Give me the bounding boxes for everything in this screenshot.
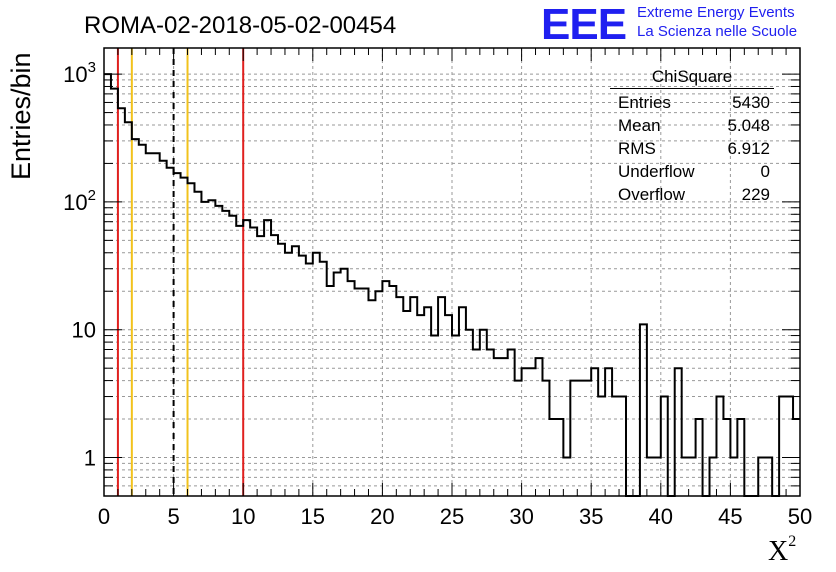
vertical-reference-lines [116,48,245,496]
x-tick-label: 10 [231,504,255,529]
stats-row-entries: Entries 5430 [610,91,774,114]
x-tick-label: 15 [301,504,325,529]
y-tick-label: 103 [63,59,96,87]
x-tick-label: 35 [579,504,603,529]
x-tick-label: 30 [509,504,533,529]
axis-ticks [103,48,801,496]
x-tick-label: 45 [718,504,742,529]
y-axis-label: Entries/bin [6,52,36,180]
x-tick-label: 0 [98,504,110,529]
stats-label: Underflow [618,162,695,181]
stats-label: Entries [618,93,671,112]
stats-label: Overflow [618,185,686,204]
stats-label: Mean [618,116,661,135]
stats-row-underflow: Underflow 0 [610,160,774,183]
stats-row-mean: Mean 5.048 [610,114,774,137]
stats-row-overflow: Overflow 229 [610,183,774,206]
stats-value: 5.048 [727,116,770,135]
y-tick-label: 10 [72,318,96,343]
chart-title: ROMA-02-2018-05-02-00454 [84,12,397,39]
x-tick-label: 50 [788,504,812,529]
logo-line-2: La Scienza nelle Scuole [637,23,798,40]
x-axis-label: X2 [768,532,797,567]
x-tick-label: 25 [440,504,464,529]
stats-row-rms: RMS 6.912 [610,137,774,160]
histogram-series [104,73,800,497]
logo-line-1: Extreme Energy Events [637,4,795,21]
x-tick-label: 20 [370,504,394,529]
stats-value: 6.912 [727,139,770,158]
stats-value: 5430 [732,93,770,112]
x-tick-label: 40 [649,504,673,529]
stats-value: 229 [741,185,770,204]
x-tick-label: 5 [167,504,179,529]
stats-label: RMS [618,139,656,158]
stats-title: ChiSquare [610,66,774,89]
y-tick-label: 1 [84,446,96,471]
x-tick-labels: 0 5 10 15 20 25 30 35 40 45 50 [98,504,812,529]
y-tick-labels: 1 10 102 103 [63,59,96,470]
stats-value: 0 [760,162,770,181]
eee-logo-letters: EEE [541,0,627,49]
stats-box: ChiSquare Entries 5430 Mean 5.048 RMS 6.… [610,66,774,206]
y-tick-label: 102 [63,187,96,215]
